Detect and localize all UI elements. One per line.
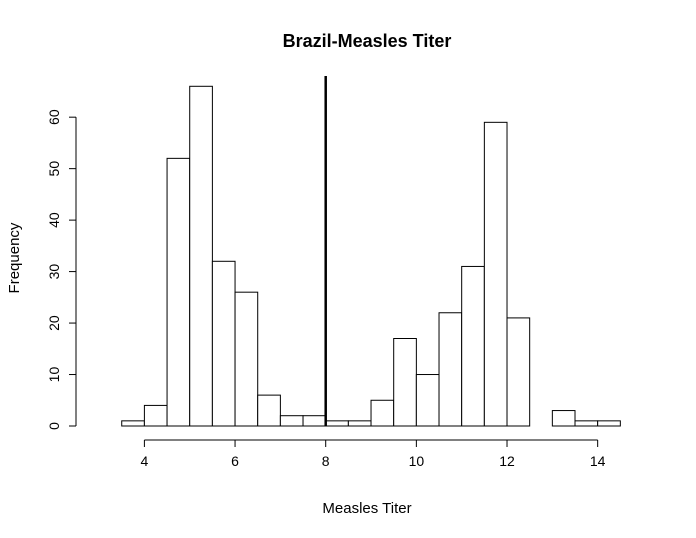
histogram-bar (370, 399, 395, 427)
histogram-bar (461, 265, 485, 427)
bars-group (121, 85, 621, 427)
histogram-bar (597, 420, 621, 427)
x-tick-label: 14 (590, 453, 606, 469)
y-axis-label: Frequency (6, 222, 23, 293)
x-tick-label: 10 (409, 453, 425, 469)
histogram-bar (257, 394, 281, 427)
histogram-bar (302, 415, 327, 427)
x-axis-label: Measles Titer (322, 500, 411, 517)
y-tick-label: 50 (46, 161, 62, 177)
y-tick-label: 0 (46, 422, 62, 430)
y-tick-label: 10 (46, 367, 62, 383)
histogram-bar (347, 420, 372, 427)
x-tick-label: 12 (499, 453, 515, 469)
y-tick-label: 30 (46, 264, 62, 280)
y-tick-label: 40 (46, 212, 62, 228)
x-tick-label: 8 (322, 453, 330, 469)
histogram-bar (483, 121, 508, 427)
histogram-bar (166, 157, 191, 427)
x-axis: 4 6 8 10 12 14 (140, 439, 606, 469)
histogram-bar (438, 312, 463, 427)
histogram-bar (415, 374, 440, 427)
histogram-bar (189, 85, 213, 427)
histogram-bar (574, 420, 599, 427)
y-axis: 0 10 20 30 40 50 60 (46, 109, 77, 430)
histogram-bar (121, 420, 145, 427)
x-tick-label: 4 (140, 453, 148, 469)
y-tick-label: 60 (46, 109, 62, 125)
histogram-bar (211, 260, 236, 427)
histogram-bar (325, 420, 349, 427)
histogram-bar (143, 404, 168, 427)
histogram-bar (393, 338, 417, 427)
histogram-bar (551, 410, 576, 427)
histogram-bar (506, 317, 531, 427)
histogram-bar (279, 415, 304, 427)
chart-title: Brazil-Measles Titer (283, 31, 452, 51)
x-tick-label: 6 (231, 453, 239, 469)
y-tick-label: 20 (46, 315, 62, 331)
histogram-bar (234, 291, 259, 427)
